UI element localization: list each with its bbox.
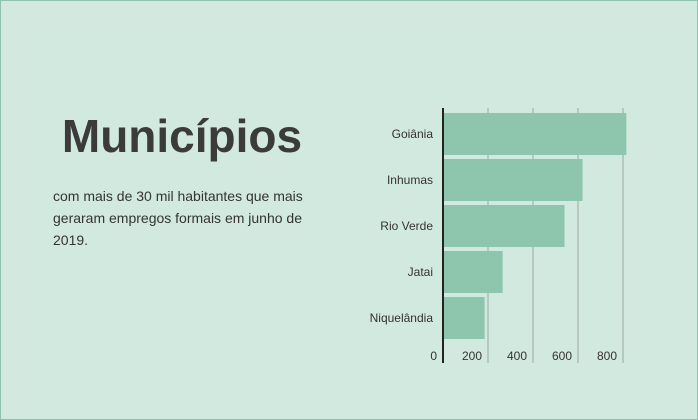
tick-labels: 0 200 400 600 800: [430, 349, 617, 363]
category-label-1: Inhumas: [387, 173, 433, 187]
bar-4: [444, 297, 485, 339]
tick-label-4: 800: [597, 349, 617, 363]
bar-0: [444, 113, 627, 155]
page-title: Municípios: [61, 110, 303, 162]
tick-label-2: 400: [507, 349, 527, 363]
bar-2: [444, 205, 565, 247]
category-label-2: Rio Verde: [380, 219, 433, 233]
page-subtitle: com mais de 30 mil habitantes que mais g…: [53, 188, 303, 248]
category-label-0: Goiânia: [392, 127, 434, 141]
bar-1: [444, 159, 583, 201]
tick-label-3: 600: [552, 349, 572, 363]
tick-label-1: 200: [462, 349, 482, 363]
bar-3: [444, 251, 503, 293]
category-labels: Goiânia Inhumas Rio Verde Jatai Niquelândia: [370, 127, 434, 325]
category-label-3: Jatai: [408, 265, 433, 279]
category-label-4: Niquelândia: [370, 311, 434, 325]
tick-label-0: 0: [430, 349, 437, 363]
bars: [444, 113, 627, 339]
